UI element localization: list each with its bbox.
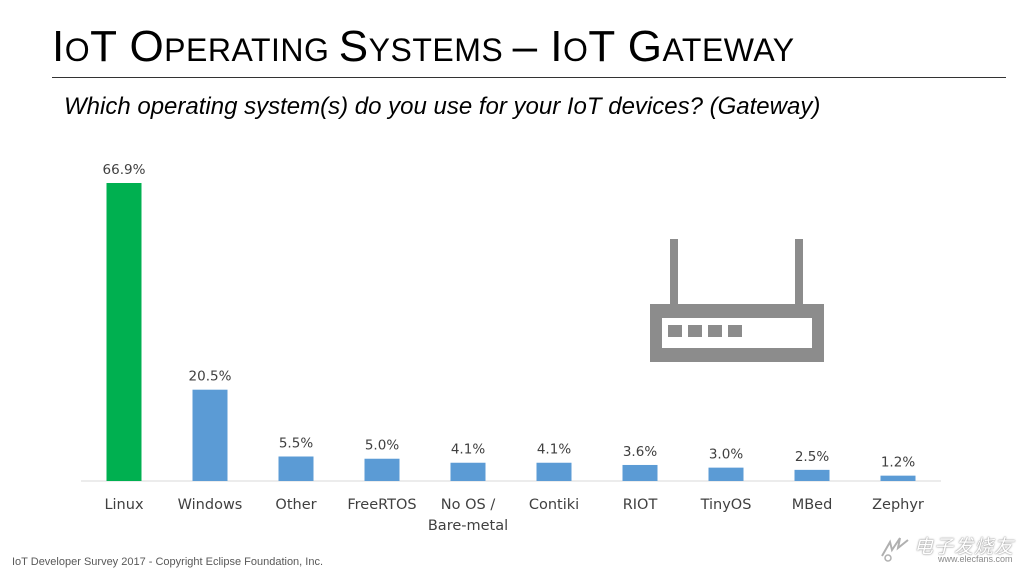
watermark: 电子发烧友 www.elecfans.com [878,530,1018,566]
data-label: 4.1% [451,442,485,458]
data-label: 3.6% [623,444,657,460]
title-segment: YSTEMS [368,32,513,68]
x-tick-label: Zephyr [872,497,924,513]
title-segment: – I [512,22,564,71]
title-segment: O [563,32,589,68]
x-tick-label: Linux [104,497,143,513]
data-label: 4.1% [537,442,571,458]
bar [794,469,830,481]
bar [536,462,572,481]
slide-subtitle: Which operating system(s) do you use for… [64,93,821,120]
title-segment: S [338,22,369,71]
x-tick-label: No OS / Bare-metal [428,497,508,534]
title-divider [52,77,1006,78]
bar [708,467,744,481]
bar [106,183,142,481]
x-tick-label: TinyOS [700,497,752,513]
x-tick-label: FreeRTOS [347,497,416,513]
data-label: 1.2% [881,455,915,471]
data-label: 5.0% [365,438,399,454]
electronics-logo-icon [881,537,909,562]
slide-title: IOT OPERATING SYSTEMS – IOT GATEWAY [52,22,795,75]
bar [880,475,916,481]
bar [622,464,658,481]
watermark-url: www.elecfans.com [938,554,1013,564]
bar-chart: 66.9% Linux 20.5% Windows 5.5% Other 5.0% FreeR… [81,162,941,534]
watermark-text: 电子发烧友 [914,537,1015,558]
title-segment: O [64,32,91,68]
bar [278,456,314,481]
data-label: 2.5% [795,449,829,465]
x-tick-label: RIOT [623,497,658,513]
title-segment: I [52,22,65,71]
title-segment: ATEWAY [662,32,795,68]
bar [192,389,228,481]
x-tick-label: Windows [178,497,243,513]
data-label: 20.5% [189,369,232,385]
bar [364,458,400,481]
data-label: 3.0% [709,447,743,463]
title-segment: T G [588,22,663,71]
title-segment: T [90,22,130,71]
router-icon [650,239,824,362]
title-segment: O [129,22,165,71]
bar [450,462,486,481]
x-tick-label: Other [275,497,316,513]
data-label: 5.5% [279,436,313,452]
copyright-footer: IoT Developer Survey 2017 - Copyright Ec… [12,556,324,568]
x-tick-label: Contiki [529,497,579,513]
title-segment: PERATING [164,32,339,68]
data-label: 66.9% [103,162,146,178]
x-tick-label: MBed [792,497,833,513]
